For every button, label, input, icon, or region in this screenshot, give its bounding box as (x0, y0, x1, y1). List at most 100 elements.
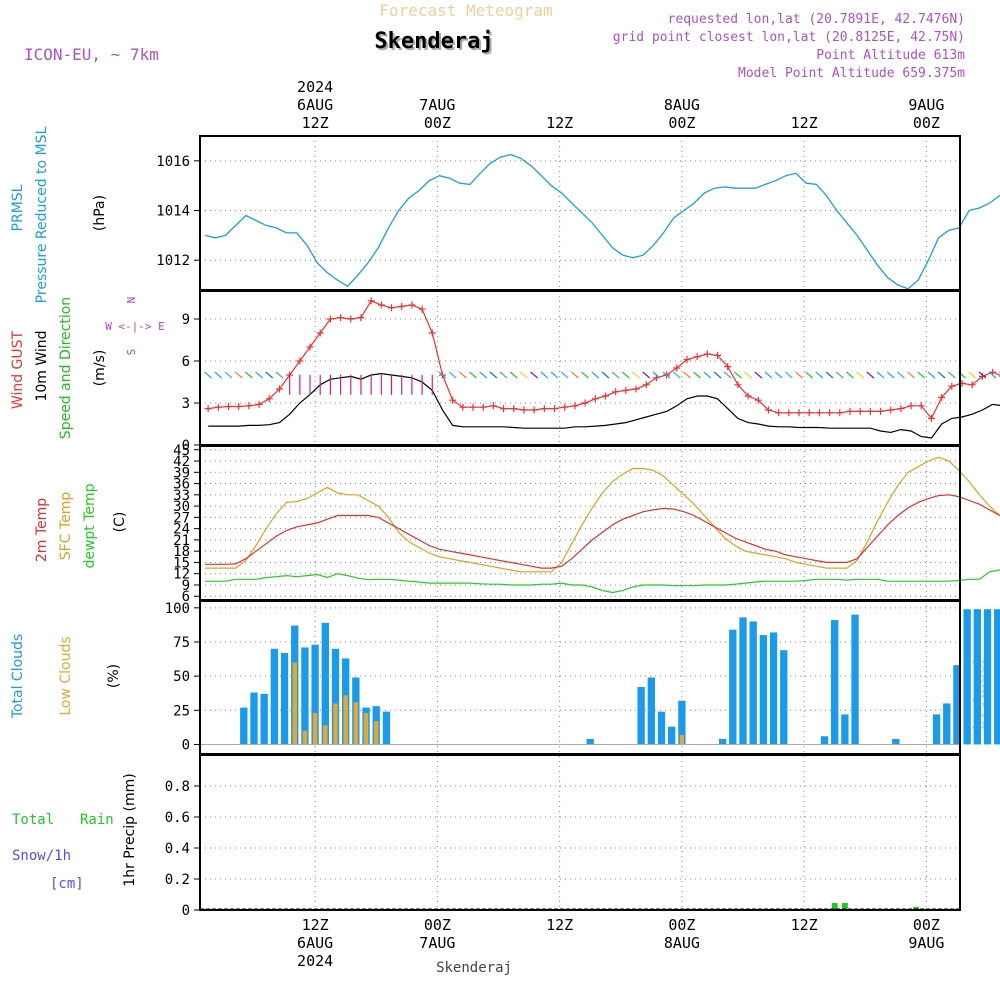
gust-marker (581, 399, 589, 407)
gust-marker (204, 405, 212, 413)
top-time-label: 00Z (913, 114, 940, 132)
compass-we: W <-|-> E (105, 320, 165, 333)
wind-dir-arrow (458, 371, 467, 379)
temp-ytick-label: 27 (173, 510, 190, 526)
gust-marker (479, 403, 487, 411)
sfc-label: SFC Temp (58, 492, 74, 561)
dewpt-label: dewpt Temp (82, 483, 98, 568)
gust-marker (836, 409, 844, 417)
total-cloud-bar (657, 711, 666, 745)
grid-point-coords: grid point closest lon,lat (20.8125E, 42… (613, 30, 965, 45)
gust-marker (469, 403, 477, 411)
gust-marker (540, 405, 548, 413)
temp-ytick-label: 6 (182, 589, 190, 605)
gust-marker (408, 301, 416, 309)
gust-marker (673, 364, 681, 372)
wind-dir-arrow (479, 371, 488, 379)
wind-dir-arrow (601, 371, 610, 379)
gust-marker (642, 381, 650, 389)
total-cloud-bar (668, 726, 676, 745)
gust-marker (744, 392, 752, 400)
bottom-time-label: 7AUG (419, 934, 455, 952)
wind-dir-arrow (214, 371, 223, 379)
temp-unit-label: (C) (112, 512, 128, 533)
total-cloud-bar (932, 714, 941, 745)
total-cloud-bar (647, 677, 655, 745)
wind-dir-arrow (693, 371, 702, 379)
temp-ytick-label: 12 (173, 567, 190, 583)
gust-marker (388, 304, 396, 312)
panel-frames (199, 135, 961, 911)
total-cloud-bar (382, 711, 391, 745)
total-cloud-bar (321, 622, 329, 745)
wind-dir-arrow (978, 371, 987, 379)
total-cloud-bar (260, 693, 268, 745)
total-cloud-bar (973, 609, 981, 745)
top-time-label: 12Z (546, 114, 573, 132)
total-cloud-bar (637, 687, 645, 745)
wind-dir-arrow (805, 371, 814, 379)
wind-ytick-label: 0 (182, 438, 190, 454)
data-layer (200, 153, 1000, 910)
snow-cm-label: [cm] (50, 876, 84, 892)
wind-speed-line (208, 372, 1000, 439)
wind-dir-arrow (581, 371, 589, 379)
low-cloud-bar (302, 730, 308, 745)
precip-ytick-label: 0.4 (165, 841, 190, 857)
total-cloud-bar (841, 714, 849, 745)
gust-marker (245, 402, 253, 410)
wind-dir-arrow (672, 371, 681, 379)
gust-marker (714, 351, 722, 359)
temp-ytick-label: 9 (182, 578, 190, 594)
wind-dir-arrow (744, 371, 752, 379)
compass-s: S (125, 349, 138, 356)
wind-dir-arrow (784, 371, 793, 379)
bottom-time-label: 00Z (668, 916, 695, 934)
top-time-label: 00Z (668, 114, 695, 132)
total-cloud-bar (240, 707, 248, 745)
top-time-label: 00Z (424, 114, 451, 132)
gust-marker (826, 409, 834, 417)
wind-dir-arrow (550, 371, 559, 379)
top-time-label: 8AUG (664, 96, 700, 114)
gust-marker (897, 405, 905, 413)
compass-n: N (125, 297, 138, 304)
gust-marker (296, 357, 304, 365)
temp-ytick-label: 30 (173, 499, 190, 515)
wind-dir-arrow (876, 371, 885, 379)
temp-ytick-label: 36 (173, 477, 190, 493)
total-cloud-bar (331, 648, 340, 745)
total-cloud-bar (769, 632, 778, 745)
temp-ytick-label: 45 (173, 443, 190, 459)
bottom-time-label: 12Z (302, 916, 329, 934)
low-cloud-bar (333, 703, 338, 745)
wind-dir-arrow (866, 371, 875, 379)
prmsl-label: PRMSL (10, 184, 26, 231)
pressure-ytick-label: 1016 (156, 154, 190, 170)
wind-dir-arrow (204, 371, 213, 379)
gust-marker (856, 407, 864, 415)
top-time-label: 9AUG (908, 96, 944, 114)
precip-ytick-label: 0.6 (165, 810, 190, 826)
gust-marker (775, 409, 783, 417)
wind-dir-arrow (469, 371, 477, 379)
gust-marker (428, 329, 436, 337)
wind-dir-arrow (662, 371, 671, 379)
wind-dir-arrow (815, 371, 824, 379)
total-cloud-bar (780, 650, 788, 745)
gust-marker (612, 388, 620, 396)
gust-marker (530, 406, 538, 414)
temp-ytick-label: 42 (173, 454, 190, 470)
gust-marker (815, 409, 823, 417)
total-cloud-bar (718, 738, 727, 745)
dewpt-line (205, 569, 1000, 594)
pressure-line (204, 153, 1000, 290)
gust-marker (887, 406, 895, 414)
rain-bar (831, 903, 838, 910)
gust-marker (398, 302, 406, 310)
gust-marker (449, 396, 457, 404)
gust-marker (622, 386, 630, 394)
gust-marker (275, 385, 283, 393)
